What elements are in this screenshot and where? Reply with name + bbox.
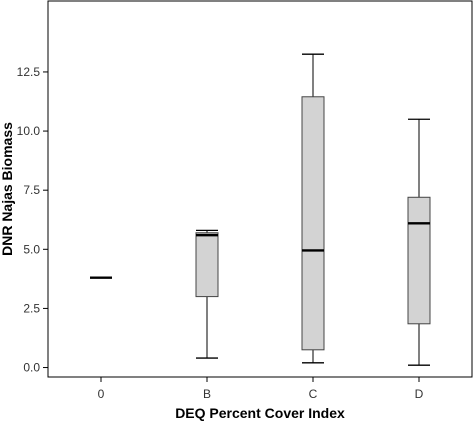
x-axis: 0 B C D: [98, 377, 424, 401]
y-axis-title: DNR Najas Biomass: [0, 122, 15, 256]
y-tick-label: 2.5: [23, 301, 40, 315]
y-tick-label: 12.5: [17, 65, 41, 79]
y-tick-label: 0.0: [23, 361, 40, 375]
x-tick-label: 0: [98, 387, 105, 401]
iqr-box: [301, 96, 325, 351]
y-tick-label: 10.0: [17, 124, 41, 138]
x-tick-label: B: [203, 387, 211, 401]
x-tick-label: D: [415, 387, 424, 401]
x-tick-label: C: [309, 387, 318, 401]
y-tick-label: 5.0: [23, 242, 40, 256]
iqr-box: [407, 196, 431, 325]
box-b: [195, 229, 219, 359]
plot-frame: [47, 0, 473, 378]
y-axis: 0.0 2.5 5.0 7.5 10.0 12.5: [17, 65, 48, 375]
boxes: [90, 53, 431, 366]
box-d: [407, 118, 431, 366]
y-tick-label: 7.5: [23, 183, 40, 197]
iqr-box: [195, 232, 219, 298]
box-c: [301, 53, 325, 364]
x-axis-title: DEQ Percent Cover Index: [175, 405, 345, 421]
